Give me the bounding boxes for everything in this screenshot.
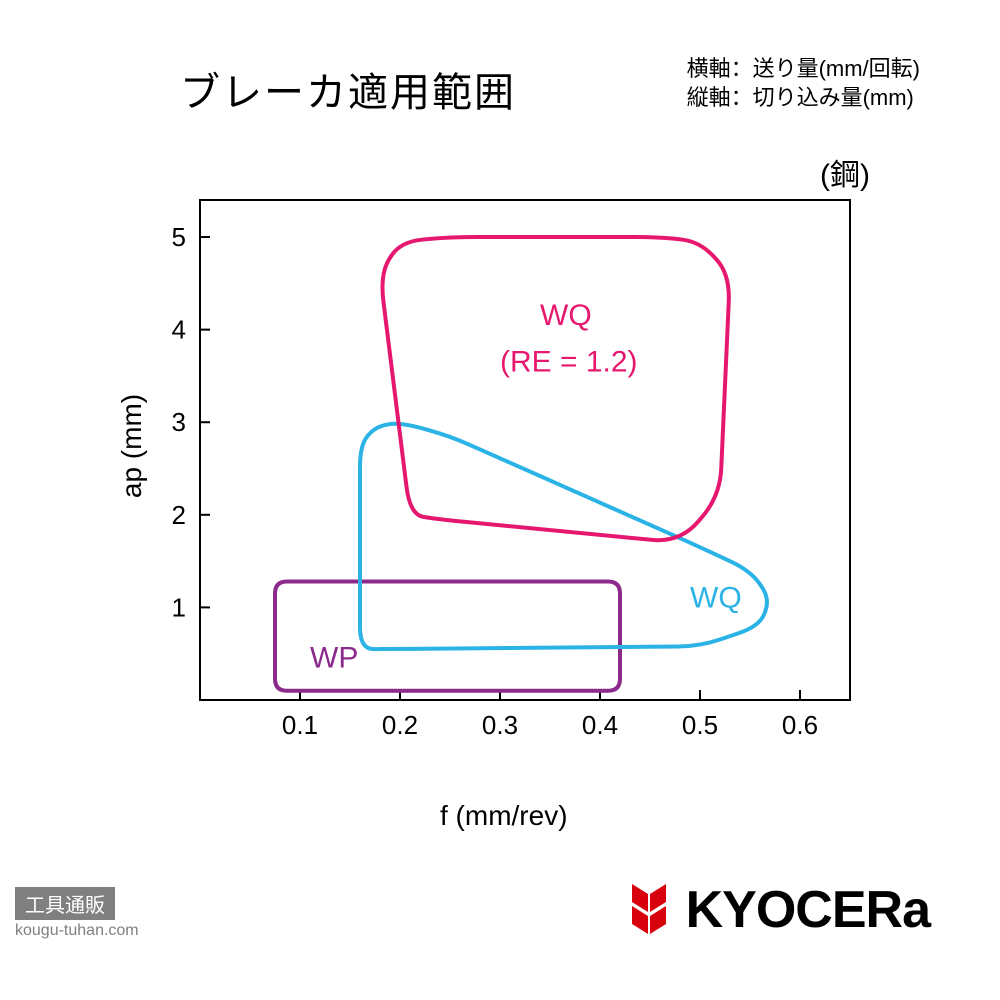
svg-text:2: 2 xyxy=(172,500,186,530)
region-label2-WQ-large: (RE = 1.2) xyxy=(500,345,638,378)
region-label-WQ-large: WQ xyxy=(540,299,592,332)
region-WQ-large xyxy=(383,237,729,540)
material-label: (鋼) xyxy=(820,150,870,194)
svg-text:3: 3 xyxy=(172,407,186,437)
axis-legend-y: 縦軸：切り込み量(mm) xyxy=(687,84,920,113)
svg-text:0.6: 0.6 xyxy=(782,710,818,740)
axis-legend: 横軸：送り量(mm/回転) 縦軸：切り込み量(mm) xyxy=(687,55,920,112)
axis-legend-x: 横軸：送り量(mm/回転) xyxy=(687,55,920,84)
breaker-range-chart: 0.1 0.2 0.3 0.4 0.5 0.6 1 2 3 4 5 WP WQ WQ (RE = 1.2) xyxy=(140,190,860,760)
svg-text:0.1: 0.1 xyxy=(282,710,318,740)
region-label-WQ-small: WQ xyxy=(690,581,742,614)
region-label-WP: WP xyxy=(310,642,358,675)
site-name: 工具通販 xyxy=(15,887,115,920)
svg-text:5: 5 xyxy=(172,222,186,252)
svg-text:4: 4 xyxy=(172,315,186,345)
svg-text:0.4: 0.4 xyxy=(582,710,618,740)
svg-text:0.5: 0.5 xyxy=(682,710,718,740)
kyocera-logo-text: KYOCERa xyxy=(686,880,930,940)
x-axis-label: f (mm/rev) xyxy=(440,800,568,832)
kyocera-logo-icon xyxy=(616,884,680,936)
site-badge: 工具通販 kougu-tuhan.com xyxy=(15,887,139,940)
site-url: kougu-tuhan.com xyxy=(15,922,139,940)
svg-text:1: 1 xyxy=(172,592,186,622)
region-WQ-small xyxy=(360,424,767,649)
svg-text:0.3: 0.3 xyxy=(482,710,518,740)
chart-title: ブレーカ適用範囲 xyxy=(180,60,516,118)
svg-text:0.2: 0.2 xyxy=(382,710,418,740)
kyocera-logo: KYOCERa xyxy=(616,880,930,940)
